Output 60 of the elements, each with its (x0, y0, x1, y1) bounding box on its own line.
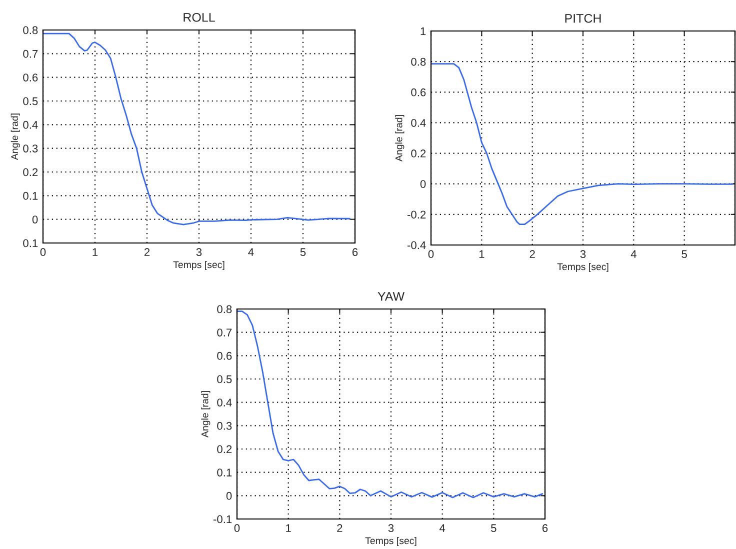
x-tick-label: 0 (234, 524, 240, 532)
y-tick-label: 0.8 (411, 58, 426, 66)
x-tick-label: 5 (300, 248, 306, 256)
y-tick-label: 0.1 (23, 192, 38, 200)
y-tick-label: 0 (420, 180, 426, 188)
y-tick-label: 0.2 (217, 445, 232, 454)
y-tick-label: -0.2 (407, 210, 426, 219)
x-tick-label: 2 (144, 248, 150, 256)
y-axis-title: Angle [rad] (201, 391, 210, 438)
x-tick-label: 1 (479, 250, 484, 258)
x-tick-label: 2 (530, 250, 535, 258)
line-series (237, 310, 544, 498)
y-axis-title: Angle [rad] (395, 115, 404, 162)
y-tick-label: 0.4 (411, 118, 426, 127)
y-tick-label: 0.4 (23, 120, 38, 129)
x-axis-title: Temps [sec] (365, 536, 416, 546)
x-tick-label: 6 (542, 524, 548, 532)
x-tick-label: 1 (286, 524, 291, 532)
x-tick-label: 4 (440, 524, 446, 532)
chart-title: YAW (378, 292, 404, 301)
y-tick-label: 0.4 (217, 398, 232, 406)
y-tick-label: 0.1 (23, 239, 38, 248)
y-tick-label: 0.6 (411, 88, 426, 96)
y-tick-label: 0.7 (217, 328, 232, 336)
y-tick-label: 0.3 (217, 422, 232, 430)
y-tick-label: 0 (226, 492, 232, 500)
x-tick-label: 1 (92, 248, 98, 256)
y-tick-label: 1 (420, 27, 426, 36)
y-tick-label: 0.8 (23, 26, 38, 34)
x-tick-label: 5 (682, 250, 687, 258)
y-tick-label: 0.1 (217, 468, 232, 476)
chart-title: PITCH (565, 14, 601, 23)
y-tick-label: 0.2 (23, 168, 38, 176)
x-axis-title: Temps [sec] (173, 260, 224, 270)
chart-title: ROLL (184, 12, 215, 22)
x-tick-label: 2 (337, 524, 342, 532)
x-tick-label: 3 (580, 250, 586, 258)
y-tick-label: 0.5 (23, 97, 38, 106)
line-series (43, 32, 350, 226)
y-axis-title: Angle [rad] (10, 114, 20, 160)
line-series (431, 63, 734, 226)
y-tick-label: 0.3 (23, 144, 38, 152)
x-tick-label: 4 (248, 248, 254, 256)
y-tick-label: 0.5 (217, 375, 232, 384)
x-tick-label: 0 (40, 248, 46, 256)
x-axis-title: Temps [sec] (557, 262, 608, 272)
y-tick-label: 0.7 (23, 50, 38, 58)
x-tick-label: 0 (428, 250, 434, 258)
y-tick-label: -0.4 (407, 241, 426, 250)
y-tick-label: -0.1 (213, 515, 232, 524)
y-tick-label: 0.6 (23, 74, 38, 82)
y-tick-label: 0.8 (217, 305, 232, 314)
x-tick-label: 4 (630, 250, 636, 258)
x-tick-label: 3 (196, 248, 202, 256)
x-tick-label: 5 (491, 524, 496, 532)
y-tick-label: 0.6 (217, 352, 232, 360)
y-tick-label: 0 (32, 216, 38, 224)
x-tick-label: 3 (388, 524, 394, 532)
y-tick-label: 0.2 (411, 150, 426, 158)
x-tick-label: 6 (352, 248, 358, 256)
